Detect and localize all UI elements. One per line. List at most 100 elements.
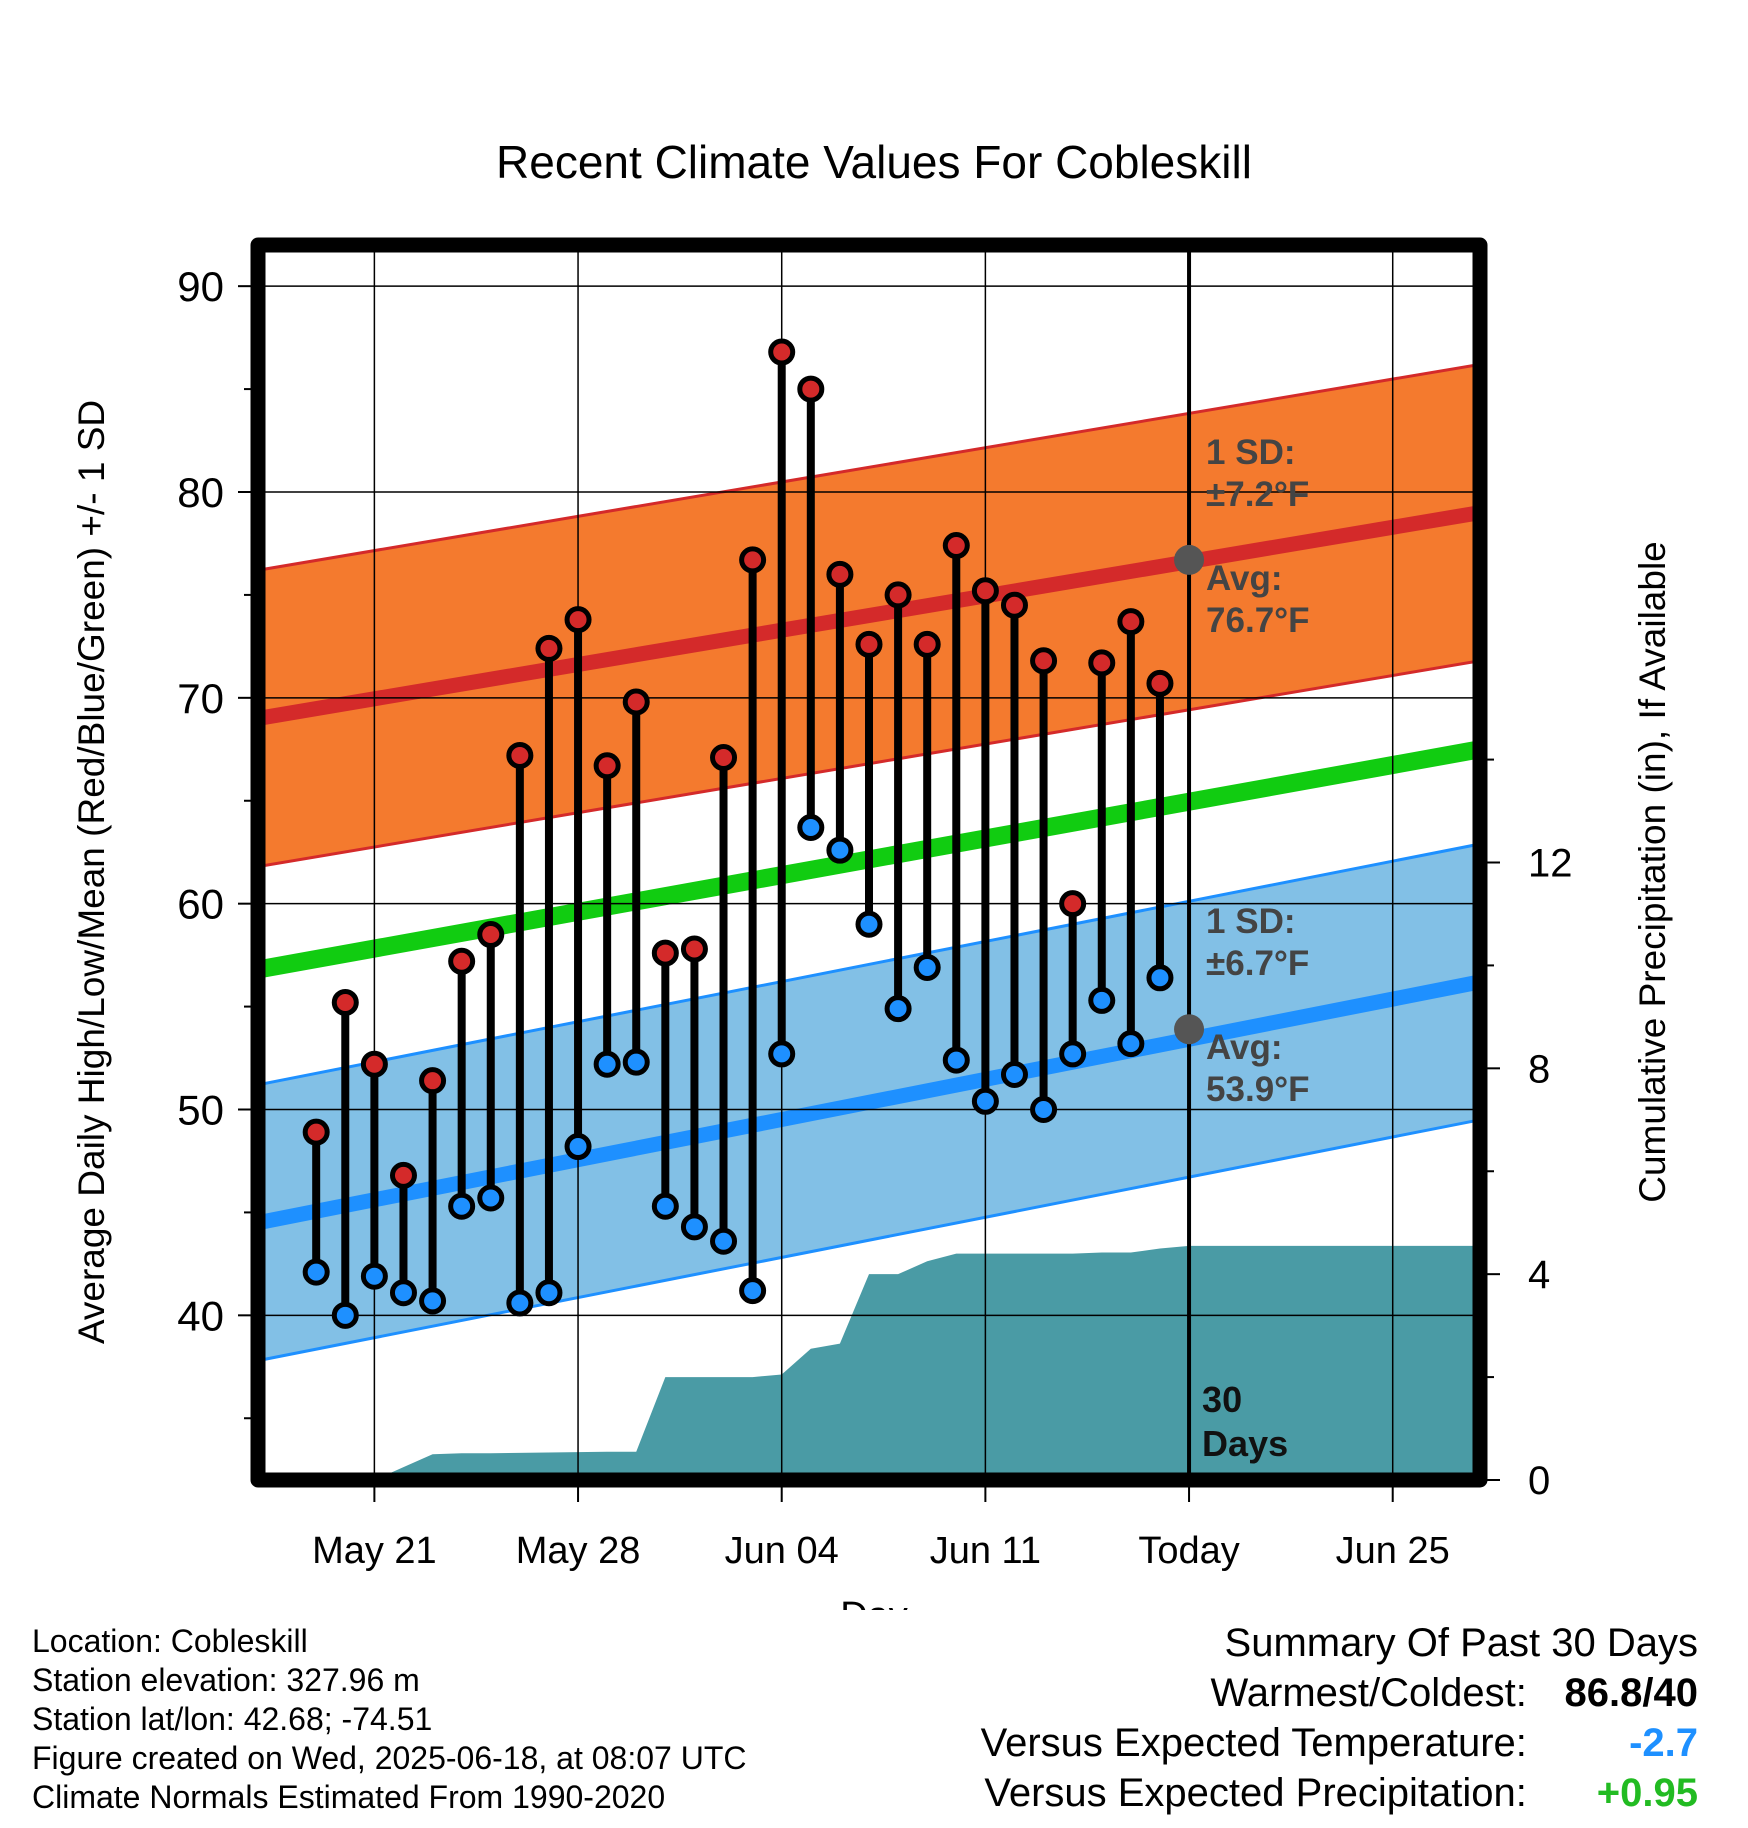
low-point xyxy=(506,1289,534,1317)
low-point xyxy=(302,1258,330,1286)
x-tick-label: Jun 04 xyxy=(725,1530,839,1572)
x-tick-label: Jun 25 xyxy=(1336,1530,1450,1572)
normals-text: Climate Normals Estimated From 1990-2020 xyxy=(32,1779,666,1815)
temp-value: -2.7 xyxy=(1629,1721,1698,1765)
low-point xyxy=(622,1048,650,1076)
high-avg-value: 76.7°F xyxy=(1206,601,1310,640)
low-point xyxy=(331,1301,359,1329)
high-point xyxy=(855,630,883,658)
low-point xyxy=(389,1279,417,1307)
low-point xyxy=(593,1050,621,1078)
low-sd-value: ±6.7°F xyxy=(1206,944,1309,983)
high-point xyxy=(1117,608,1145,636)
today-low-avg-marker xyxy=(1174,1014,1205,1045)
low-point xyxy=(1146,964,1174,992)
precip-value: +0.95 xyxy=(1596,1771,1698,1815)
high-point xyxy=(739,546,767,574)
high-point xyxy=(535,634,563,662)
high-point xyxy=(942,532,970,560)
y2-tick-label: 4 xyxy=(1528,1253,1550,1297)
y2-tick-label: 8 xyxy=(1528,1047,1550,1091)
summary-temp-row: Versus Expected Temperature: -2.7 xyxy=(981,1718,1698,1768)
period-label: 30 xyxy=(1202,1379,1242,1420)
high-point xyxy=(622,688,650,716)
y-tick-label: 60 xyxy=(177,881,224,928)
low-sd-label: 1 SD: xyxy=(1206,902,1295,941)
period-label: Days xyxy=(1202,1423,1288,1464)
high-point xyxy=(884,581,912,609)
high-point xyxy=(389,1161,417,1189)
low-point xyxy=(477,1184,505,1212)
precip-area xyxy=(287,1245,1481,1480)
low-point xyxy=(884,995,912,1023)
high-point xyxy=(1030,647,1058,675)
low-point xyxy=(855,910,883,938)
high-sd-label: 1 SD: xyxy=(1206,433,1295,472)
low-point xyxy=(768,1040,796,1068)
high-point xyxy=(419,1067,447,1095)
y-tick-label: 90 xyxy=(177,263,224,310)
low-point xyxy=(535,1279,563,1307)
y-tick-label: 50 xyxy=(177,1087,224,1134)
high-point xyxy=(913,630,941,658)
low-point xyxy=(739,1277,767,1305)
y-tick-label: 70 xyxy=(177,675,224,722)
y-tick-label: 40 xyxy=(177,1292,224,1339)
plot-frame xyxy=(250,237,1488,1488)
high-point xyxy=(651,939,679,967)
high-point xyxy=(710,744,738,772)
high-point xyxy=(826,560,854,588)
created-text: Figure created on Wed, 2025-06-18, at 08… xyxy=(32,1740,747,1776)
y2-axis-label: Cumulative Precipitation (in), If Availa… xyxy=(1632,541,1673,1203)
low-avg-value: 53.9°F xyxy=(1206,1070,1310,1109)
high-avg-line xyxy=(256,505,1482,726)
high-point xyxy=(564,606,592,634)
today-high-avg-marker xyxy=(1174,544,1205,575)
station-info: Location: Cobleskill Station elevation: … xyxy=(32,1622,746,1817)
low-point xyxy=(448,1192,476,1220)
low-point xyxy=(651,1192,679,1220)
low-point xyxy=(913,953,941,981)
low-avg-label: Avg: xyxy=(1206,1028,1282,1067)
latlon-text: Station lat/lon: 42.68; -74.51 xyxy=(32,1701,433,1737)
high-point xyxy=(331,988,359,1016)
x-tick-label: Today xyxy=(1138,1530,1239,1572)
high-avg-label: Avg: xyxy=(1206,559,1282,598)
high-point xyxy=(797,375,825,403)
low-point xyxy=(1059,1040,1087,1068)
high-point xyxy=(1146,669,1174,697)
high-point xyxy=(302,1118,330,1146)
high-point xyxy=(768,338,796,366)
low-point xyxy=(1030,1096,1058,1123)
temp-label: Versus Expected Temperature: xyxy=(980,1721,1527,1765)
chart-title: Recent Climate Values For Cobleskill xyxy=(496,136,1252,188)
high-point xyxy=(477,921,505,949)
high-point xyxy=(360,1050,388,1078)
high-point xyxy=(593,752,621,780)
high-point xyxy=(1059,890,1087,918)
summary-title: Summary Of Past 30 Days xyxy=(1224,1621,1698,1665)
summary-precip-row: Versus Expected Precipitation: +0.95 xyxy=(981,1768,1698,1818)
low-point xyxy=(680,1213,708,1241)
summary-warmest-row: Warmest/Coldest: 86.8/40 xyxy=(981,1668,1699,1718)
x-tick-label: May 21 xyxy=(312,1530,437,1572)
low-point xyxy=(942,1046,970,1074)
y2-tick-label: 0 xyxy=(1528,1459,1550,1503)
warmest-value: 86.8/40 xyxy=(1564,1671,1698,1715)
location-text: Location: Cobleskill xyxy=(32,1623,308,1659)
low-point xyxy=(1088,986,1116,1014)
low-point xyxy=(419,1287,447,1315)
low-point xyxy=(971,1087,999,1115)
y-axis-label: Average Daily High/Low/Mean (Red/Blue/Gr… xyxy=(71,400,112,1344)
low-point xyxy=(797,814,825,842)
high-point xyxy=(680,935,708,963)
low-point xyxy=(360,1262,388,1290)
y2-tick-label: 12 xyxy=(1528,842,1573,886)
warmest-label: Warmest/Coldest: xyxy=(1210,1671,1527,1715)
y-tick-label: 80 xyxy=(177,469,224,516)
x-axis-label: Day xyxy=(840,1595,908,1610)
precip-label: Versus Expected Precipitation: xyxy=(984,1771,1527,1815)
elevation-text: Station elevation: 327.96 m xyxy=(32,1662,420,1698)
low-point xyxy=(1117,1030,1145,1058)
